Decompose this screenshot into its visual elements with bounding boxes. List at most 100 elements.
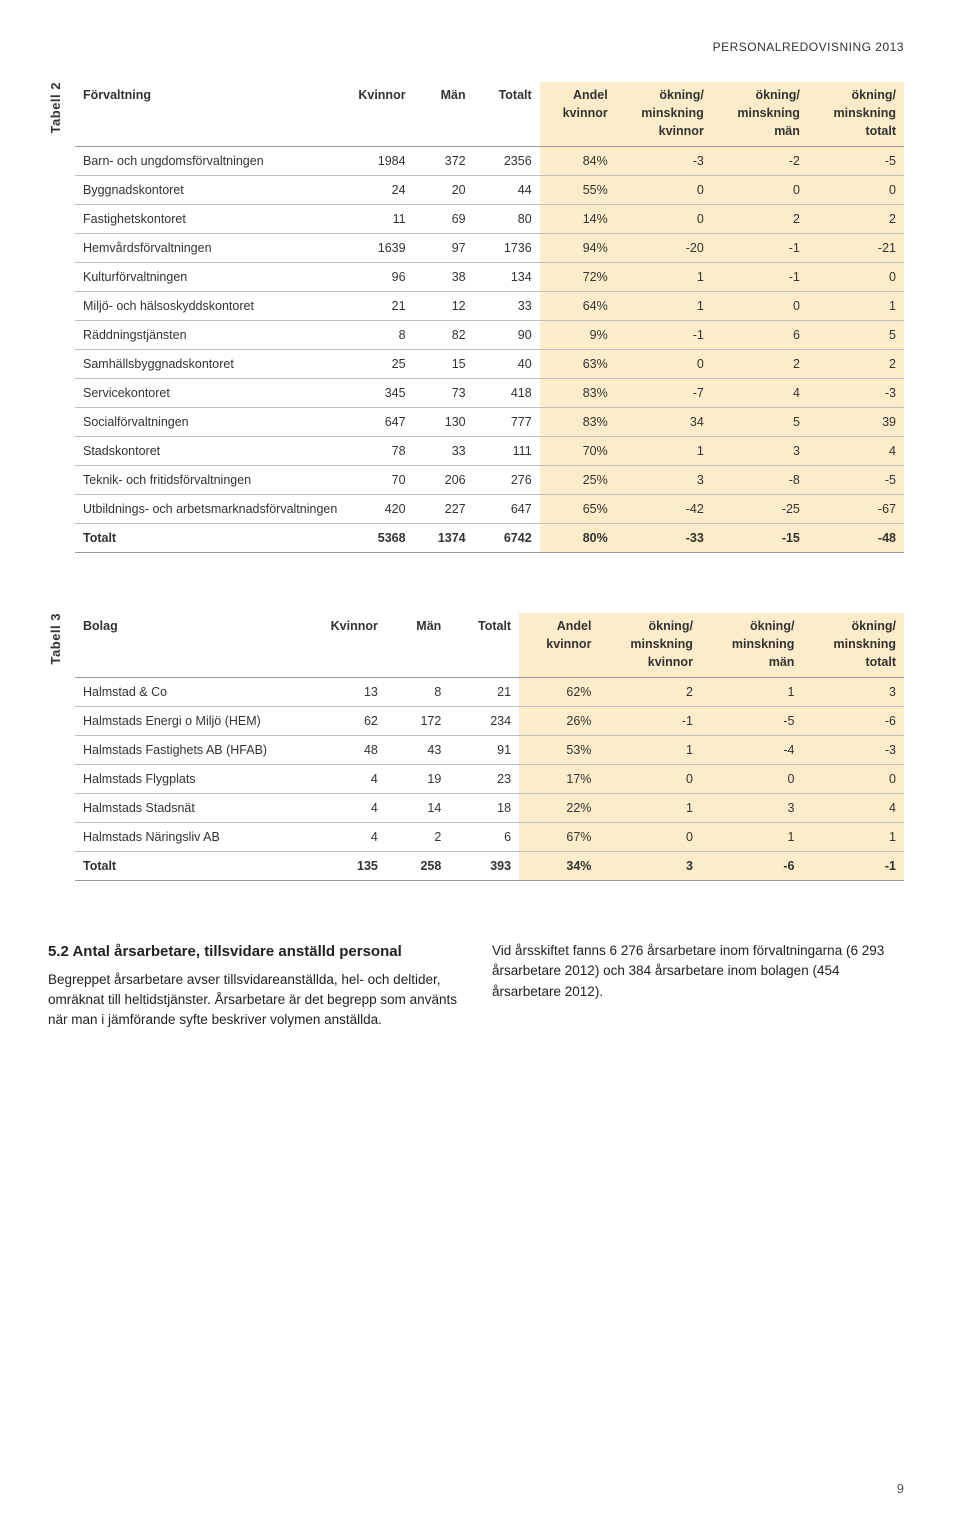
- table2-block: Tabell 2 FörvaltningKvinnorMänTotaltAnde…: [48, 82, 904, 553]
- col-subheader2: [314, 655, 386, 678]
- col-header: ökning/: [712, 82, 808, 106]
- row-value: 24: [346, 176, 414, 205]
- row-value: -3: [802, 736, 904, 765]
- table-row: Servicekontoret3457341883%-74-3: [75, 379, 904, 408]
- row-value: 11: [346, 205, 414, 234]
- row-label: Socialförvaltningen: [75, 408, 346, 437]
- total-value: 34%: [519, 852, 599, 881]
- table-row: Barn- och ungdomsförvaltningen1984372235…: [75, 147, 904, 176]
- total-value: 258: [386, 852, 449, 881]
- row-value: 0: [701, 765, 803, 794]
- row-value: 0: [599, 765, 701, 794]
- row-value: 21: [346, 292, 414, 321]
- row-value: -5: [808, 147, 904, 176]
- row-value: 8: [346, 321, 414, 350]
- col-header: ökning/: [802, 613, 904, 637]
- row-value: 26%: [519, 707, 599, 736]
- row-value: 0: [616, 176, 712, 205]
- row-value: 234: [449, 707, 519, 736]
- row-label: Halmstads Energi o Miljö (HEM): [75, 707, 314, 736]
- total-value: 3: [599, 852, 701, 881]
- row-value: 22%: [519, 794, 599, 823]
- row-value: 43: [386, 736, 449, 765]
- total-value: 1374: [414, 524, 474, 553]
- row-value: -2: [712, 147, 808, 176]
- row-value: 69: [414, 205, 474, 234]
- row-value: 62: [314, 707, 386, 736]
- row-value: 647: [474, 495, 540, 524]
- row-label: Fastighetskontoret: [75, 205, 346, 234]
- table-row: Halmstad & Co1382162%213: [75, 678, 904, 707]
- total-value: -15: [712, 524, 808, 553]
- row-value: 647: [346, 408, 414, 437]
- body-col-right: Vid årsskiftet fanns 6 276 årsarbetare i…: [492, 941, 904, 1030]
- col-header: Förvaltning: [75, 82, 346, 106]
- col-subheader: minskning: [701, 637, 803, 655]
- row-value: 1: [616, 263, 712, 292]
- row-label: Räddningstjänsten: [75, 321, 346, 350]
- table-row: Kulturförvaltningen963813472%1-10: [75, 263, 904, 292]
- row-value: -1: [599, 707, 701, 736]
- row-value: 4: [802, 794, 904, 823]
- col-subheader2: [474, 124, 540, 147]
- table-row: Räddningstjänsten882909%-165: [75, 321, 904, 350]
- row-label: Halmstads Näringsliv AB: [75, 823, 314, 852]
- row-value: 14%: [540, 205, 616, 234]
- row-value: -1: [712, 263, 808, 292]
- row-value: 2356: [474, 147, 540, 176]
- table-row: Halmstads Energi o Miljö (HEM)6217223426…: [75, 707, 904, 736]
- row-value: 3: [701, 794, 803, 823]
- row-value: 111: [474, 437, 540, 466]
- row-value: 34: [616, 408, 712, 437]
- total-row: Totalt53681374674280%-33-15-48: [75, 524, 904, 553]
- row-value: 1984: [346, 147, 414, 176]
- col-subheader: [386, 637, 449, 655]
- section-para-1: Begreppet årsarbetare avser tillsvidarea…: [48, 970, 460, 1031]
- row-value: 25: [346, 350, 414, 379]
- table3-foot: Totalt13525839334%3-6-1: [75, 852, 904, 881]
- col-subheader2: [346, 124, 414, 147]
- row-value: 39: [808, 408, 904, 437]
- row-label: Halmstads Fastighets AB (HFAB): [75, 736, 314, 765]
- table2-label: Tabell 2: [48, 82, 63, 137]
- row-value: 33: [474, 292, 540, 321]
- col-subheader2: totalt: [802, 655, 904, 678]
- row-label: Kulturförvaltningen: [75, 263, 346, 292]
- row-value: 420: [346, 495, 414, 524]
- row-value: 40: [474, 350, 540, 379]
- row-value: 5: [712, 408, 808, 437]
- col-header: Andel: [540, 82, 616, 106]
- row-value: 94%: [540, 234, 616, 263]
- row-value: 4: [712, 379, 808, 408]
- row-label: Samhällsbyggnadskontoret: [75, 350, 346, 379]
- row-value: 2: [712, 205, 808, 234]
- table-row: Halmstads Fastighets AB (HFAB)48439153%1…: [75, 736, 904, 765]
- col-subheader: [474, 106, 540, 124]
- col-subheader2: [386, 655, 449, 678]
- col-subheader2: kvinnor: [616, 124, 712, 147]
- col-subheader: [414, 106, 474, 124]
- col-header: ökning/: [616, 82, 712, 106]
- col-subheader: minskning: [808, 106, 904, 124]
- col-subheader2: män: [712, 124, 808, 147]
- col-subheader: [75, 637, 314, 655]
- row-value: 84%: [540, 147, 616, 176]
- page-number: 9: [897, 1481, 904, 1496]
- page: PERSONALREDOVISNING 2013 Tabell 2 Förval…: [0, 0, 960, 1520]
- row-value: 83%: [540, 379, 616, 408]
- row-value: 5: [808, 321, 904, 350]
- row-value: 0: [599, 823, 701, 852]
- row-label: Stadskontoret: [75, 437, 346, 466]
- total-value: 5368: [346, 524, 414, 553]
- col-header: Totalt: [474, 82, 540, 106]
- row-value: 1736: [474, 234, 540, 263]
- row-label: Utbildnings- och arbetsmarknads­förvaltn…: [75, 495, 346, 524]
- row-value: 96: [346, 263, 414, 292]
- row-value: 4: [314, 823, 386, 852]
- row-value: 78: [346, 437, 414, 466]
- col-subheader2: män: [701, 655, 803, 678]
- table2-foot: Totalt53681374674280%-33-15-48: [75, 524, 904, 553]
- total-value: 393: [449, 852, 519, 881]
- row-value: 70%: [540, 437, 616, 466]
- row-value: 9%: [540, 321, 616, 350]
